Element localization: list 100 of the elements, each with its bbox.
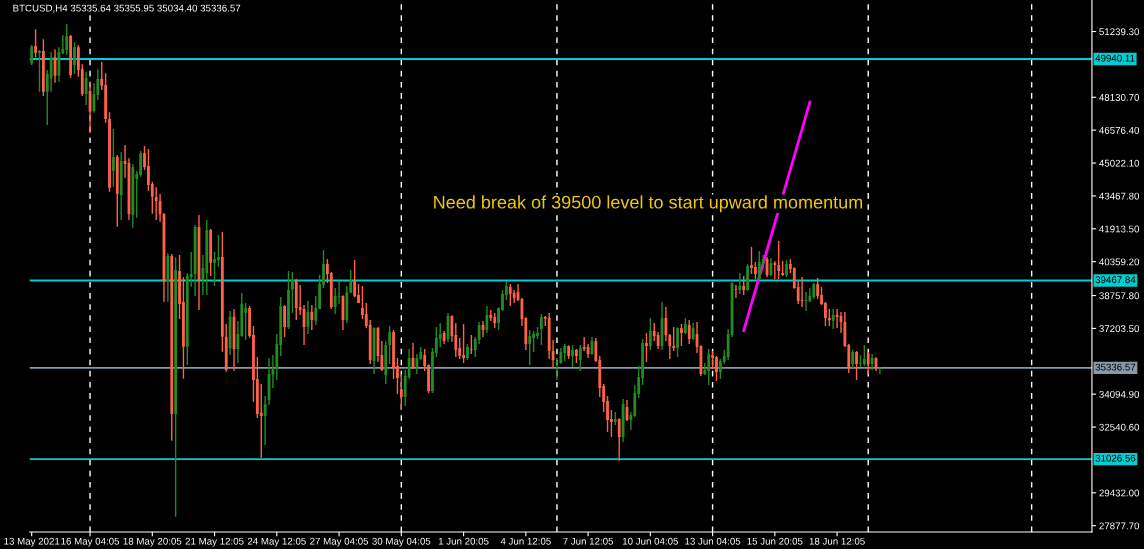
candlestick [742,275,746,296]
y-tick-label: 40359.20 [1099,258,1140,266]
x-tick-label: 13 May 2021 [4,537,60,547]
y-tick-label: 34094.90 [1099,390,1140,398]
x-tick-label: 10 Jun 04:05 [622,537,679,545]
candlestick [645,332,648,363]
candlestick [532,330,536,353]
candlestick [508,283,512,307]
candlestick [578,344,582,372]
candlestick [84,70,88,106]
x-tick-label: 30 May 04:05 [372,537,431,547]
candlestick [49,51,53,93]
candlestick [676,326,679,358]
candlestick [73,41,76,75]
y-tick-label: 46576.40 [1099,126,1140,134]
candlestick [707,348,711,386]
candlestick [469,334,473,355]
y-tick-label: 51239.30 [1099,28,1140,36]
y-tick-label: 32540.60 [1099,423,1140,431]
y-tick-label: 45022.10 [1099,159,1140,167]
candlestick [687,319,691,345]
candlestick [458,337,462,360]
candlestick [244,302,248,341]
x-tick-label: 16 May 04:05 [61,537,120,547]
candlestick [528,329,532,366]
candlestick [785,259,788,278]
candlestick [290,271,294,314]
candlestick [750,246,753,275]
candlestick [154,186,158,221]
x-tick-label: 13 Jun 04:05 [685,537,741,545]
candlestick [866,351,870,375]
candlestick [680,323,683,347]
candlestick [734,284,738,299]
candlestick [831,308,835,330]
candlestick [34,28,37,59]
candlestick [582,336,586,352]
x-tick-label: 21 May 12:05 [185,537,244,547]
candlestick [575,348,578,364]
chart-title: BTCUSD,H4 35335.64 35355.95 35034.40 35336.57 [13,4,241,13]
y-tick-label: 41913.50 [1099,225,1140,233]
y-tick-label: 38757.80 [1099,292,1140,300]
x-tick-label: 24 May 12:05 [247,537,306,547]
candlestick [217,234,220,268]
ref-line-label: 35336.57 [1095,363,1136,371]
candlestick [139,150,143,178]
candlestick [357,283,360,304]
ref-line-label: 49940.11 [1095,54,1135,62]
candlestick [69,34,72,79]
candlestick [777,240,781,280]
candlestick [571,344,574,368]
candlestick [104,72,108,124]
x-tick-label: 7 Jun 12:05 [563,537,614,545]
candlestick [108,111,111,193]
candlestick [746,263,750,292]
y-tick-label: 27877.70 [1099,522,1140,530]
candlestick [539,313,543,346]
y-tick-label: 37203.50 [1099,325,1140,333]
candlestick [30,44,34,66]
candlestick [310,304,314,331]
candlestick [870,353,874,371]
candlestick [65,23,69,56]
ref-line-label: 31026.56 [1095,454,1136,462]
candlestick [392,329,395,380]
candlestick [757,250,761,281]
candlestick [773,260,777,280]
x-tick-label: 27 May 04:05 [310,537,369,547]
candlestick [536,326,539,340]
candlestick [664,306,668,342]
candlestick [388,325,392,365]
x-tick-label: 18 Jun 12:05 [809,537,865,545]
candlestick [859,354,862,368]
x-tick-label: 15 Jun 20:05 [747,537,803,545]
candlestick [617,417,621,462]
candlestick [715,355,718,382]
candlestick [259,383,263,459]
y-tick-label: 29432.00 [1099,489,1140,497]
candlestick [738,272,742,295]
candlestick [287,270,290,330]
candlestick [112,128,115,188]
candlestick [38,49,41,93]
candlestick [855,350,858,381]
candlestick [399,373,403,411]
candlestick [851,349,855,369]
y-tick-label: 48130.70 [1099,94,1140,101]
ref-line-label: 39467.84 [1095,276,1136,284]
y-tick-label: 43467.80 [1099,192,1140,200]
candlestick [415,353,419,375]
candlestick [753,261,757,280]
candlestick [489,309,493,322]
annotation: Need break of 39500 level to start upward momentum [434,195,863,213]
candlestick [462,323,465,364]
candlestick [466,343,469,361]
candlestick [816,277,820,300]
candlestick [862,344,866,367]
candlestick [672,326,676,352]
x-tick-label: 18 May 20:05 [123,537,182,547]
candlestick [711,350,714,370]
candlestick [718,358,722,380]
candlestick [337,280,341,305]
candlestick [213,250,216,287]
